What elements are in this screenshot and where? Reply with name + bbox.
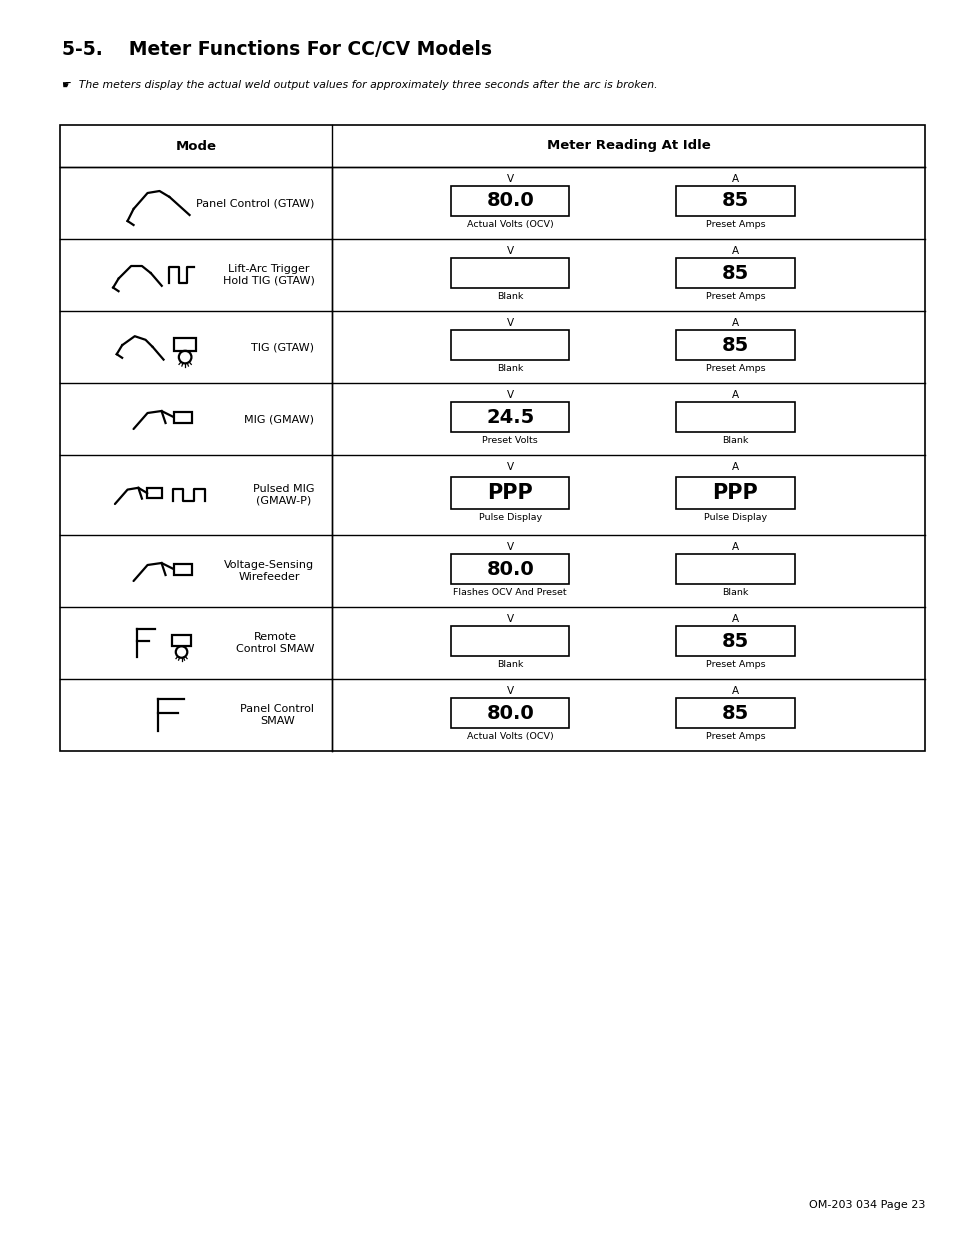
Text: V: V — [506, 246, 514, 256]
Bar — [173, 563, 192, 574]
Bar — [676, 477, 794, 509]
Text: Pulse Display: Pulse Display — [703, 513, 766, 522]
Text: PPP: PPP — [712, 483, 758, 503]
Text: Blank: Blank — [721, 588, 748, 597]
Bar — [451, 330, 569, 359]
Bar — [451, 258, 569, 288]
Bar — [676, 555, 794, 584]
Text: Blank: Blank — [721, 436, 748, 445]
Text: V: V — [506, 542, 514, 552]
Text: Actual Volts (OCV): Actual Volts (OCV) — [466, 220, 553, 228]
Text: Preset Amps: Preset Amps — [705, 732, 764, 741]
Text: 85: 85 — [721, 704, 748, 722]
Text: Pulse Display: Pulse Display — [478, 513, 541, 522]
Text: OM-203 034 Page 23: OM-203 034 Page 23 — [808, 1200, 924, 1210]
Text: V: V — [506, 174, 514, 184]
Bar — [451, 626, 569, 656]
Text: Panel Control (GTAW): Panel Control (GTAW) — [196, 198, 314, 207]
Text: Preset Volts: Preset Volts — [482, 436, 537, 445]
Text: A: A — [731, 614, 739, 624]
Text: 85: 85 — [721, 631, 748, 651]
Text: Lift-Arc Trigger
Hold TIG (GTAW): Lift-Arc Trigger Hold TIG (GTAW) — [222, 264, 314, 285]
Text: 85: 85 — [721, 336, 748, 354]
Text: ☛  The meters display the actual weld output values for approximately three seco: ☛ The meters display the actual weld out… — [62, 80, 657, 90]
Bar — [676, 330, 794, 359]
Text: 24.5: 24.5 — [486, 408, 534, 426]
Text: A: A — [731, 685, 739, 697]
Text: TIG (GTAW): TIG (GTAW) — [252, 342, 314, 352]
Text: A: A — [731, 317, 739, 329]
Text: 80.0: 80.0 — [486, 559, 534, 578]
Bar — [147, 488, 162, 498]
Text: 85: 85 — [721, 263, 748, 283]
Text: Blank: Blank — [497, 659, 523, 669]
Bar — [451, 186, 569, 216]
Text: Panel Control
SMAW: Panel Control SMAW — [240, 704, 314, 726]
Text: 80.0: 80.0 — [486, 191, 534, 210]
Text: Blank: Blank — [497, 364, 523, 373]
Bar — [676, 186, 794, 216]
Text: Flashes OCV And Preset: Flashes OCV And Preset — [453, 588, 566, 597]
Text: Voltage-Sensing
Wirefeeder: Voltage-Sensing Wirefeeder — [224, 561, 314, 582]
Text: Pulsed MIG
(GMAW-P): Pulsed MIG (GMAW-P) — [253, 484, 314, 506]
Text: A: A — [731, 462, 739, 472]
Text: Preset Amps: Preset Amps — [705, 659, 764, 669]
Text: Preset Amps: Preset Amps — [705, 220, 764, 228]
Bar — [172, 636, 192, 646]
Text: Meter Reading At Idle: Meter Reading At Idle — [546, 140, 710, 152]
Bar — [451, 477, 569, 509]
Text: A: A — [731, 390, 739, 400]
Text: Preset Amps: Preset Amps — [705, 364, 764, 373]
Bar — [676, 698, 794, 727]
Bar — [451, 403, 569, 432]
Text: 5-5.    Meter Functions For CC/CV Models: 5-5. Meter Functions For CC/CV Models — [62, 40, 492, 59]
Text: V: V — [506, 317, 514, 329]
Text: A: A — [731, 542, 739, 552]
Text: Actual Volts (OCV): Actual Volts (OCV) — [466, 732, 553, 741]
Bar — [173, 411, 192, 422]
Text: V: V — [506, 390, 514, 400]
Text: MIG (GMAW): MIG (GMAW) — [244, 414, 314, 424]
Text: V: V — [506, 685, 514, 697]
Bar — [676, 258, 794, 288]
Bar — [676, 403, 794, 432]
Text: Preset Amps: Preset Amps — [705, 291, 764, 301]
Bar — [451, 555, 569, 584]
Text: 85: 85 — [721, 191, 748, 210]
Text: PPP: PPP — [487, 483, 533, 503]
Text: Blank: Blank — [497, 291, 523, 301]
Text: V: V — [506, 462, 514, 472]
Bar — [676, 626, 794, 656]
Bar — [174, 338, 195, 351]
Text: Mode: Mode — [175, 140, 216, 152]
Text: Remote
Control SMAW: Remote Control SMAW — [235, 632, 314, 653]
Text: 80.0: 80.0 — [486, 704, 534, 722]
Text: A: A — [731, 246, 739, 256]
Text: V: V — [506, 614, 514, 624]
Bar — [60, 125, 924, 751]
Bar — [451, 698, 569, 727]
Text: A: A — [731, 174, 739, 184]
